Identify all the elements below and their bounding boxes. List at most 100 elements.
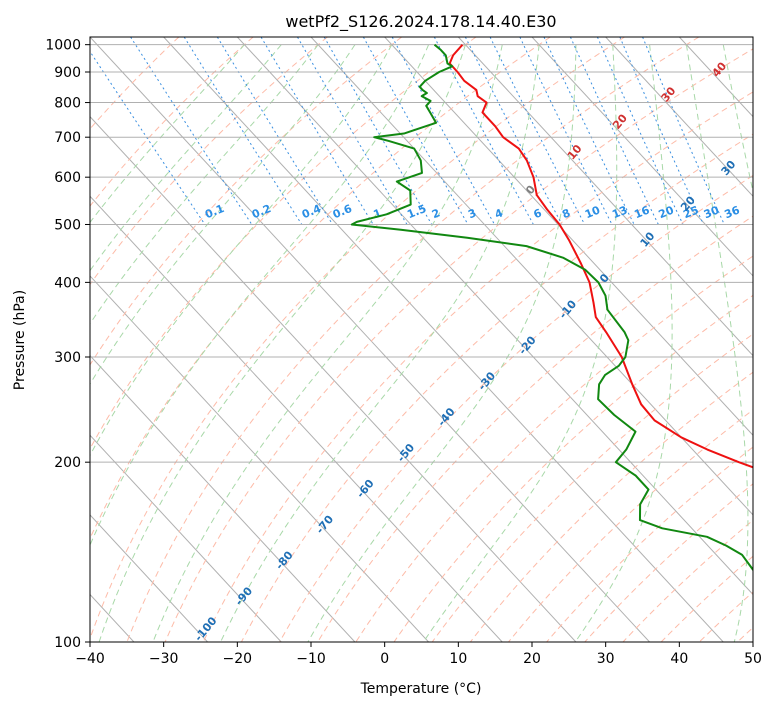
mixing-ratio-label: 20 — [657, 203, 676, 221]
isotherm-line — [90, 37, 650, 642]
isotherm-lines — [0, 37, 753, 642]
mixing-ratio-line — [130, 37, 253, 225]
dry-adiabat-label: -80 — [273, 548, 296, 572]
moist-adiabat-line — [90, 44, 393, 457]
dry-adiabat-line — [431, 333, 753, 642]
moist-adiabat-label: 10 — [565, 142, 585, 162]
mixing-ratio-line — [391, 37, 495, 225]
moist-adiabat-line — [574, 44, 673, 642]
mixing-ratio-line — [362, 37, 469, 225]
dry-adiabat-line — [279, 174, 753, 642]
mixing-ratio-label: 30 — [702, 203, 721, 221]
isotherm-line — [163, 37, 724, 642]
dry-adiabat-line — [90, 37, 254, 207]
mixing-ratio-label: 2 — [430, 206, 442, 221]
moist-adiabat-line — [722, 44, 753, 194]
plot-frame — [89, 36, 754, 643]
mixing-ratio-label: 0.1 — [203, 202, 226, 221]
dry-adiabat-line — [90, 37, 328, 286]
mixing-ratio-label: 1 — [371, 206, 383, 221]
y-tick-label: 100 — [54, 635, 81, 651]
dry-adiabat-lines — [90, 37, 753, 642]
dry-adiabat-label: -50 — [395, 441, 418, 465]
x-tick-label: 50 — [744, 651, 762, 667]
isotherm-line — [90, 354, 356, 642]
profile-series — [350, 43, 753, 572]
dry-adiabat-line — [90, 37, 403, 366]
mixing-ratio-label: 10 — [583, 203, 602, 221]
mixing-ratio-label: 0.6 — [331, 202, 354, 221]
mixing-ratio-line — [596, 37, 684, 225]
x-axis-title: Temperature (°C) — [360, 681, 482, 697]
dry-adiabat-line — [202, 91, 753, 642]
dry-adiabat-line — [90, 37, 625, 641]
dry-adiabat-line — [584, 483, 753, 642]
mixing-ratio-label: 36 — [723, 203, 742, 221]
moist-adiabat-label: 40 — [709, 59, 729, 79]
moist-adiabat-lines — [90, 44, 753, 642]
mixing-ratio-line — [464, 37, 563, 225]
moist-adiabat-line — [90, 44, 282, 272]
moist-adiabat-line — [685, 44, 749, 642]
mixing-ratio-label: 25 — [681, 203, 700, 221]
isotherm-line — [90, 115, 577, 642]
y-tick-label: 1000 — [45, 38, 81, 54]
moist-adiabat-line — [98, 44, 466, 642]
x-tick-label: 40 — [670, 651, 688, 667]
dewpoint-profile-line — [350, 43, 753, 572]
mixing-ratio-line — [183, 37, 303, 225]
isotherm-line — [90, 514, 208, 642]
x-tick-label: 0 — [380, 651, 389, 667]
x-tick-label: 20 — [523, 651, 541, 667]
mixing-ratio-label: 13 — [610, 203, 629, 221]
isotherm-line — [236, 37, 753, 596]
mixing-ratio-label: 3 — [466, 206, 478, 221]
isotherm-line — [0, 37, 60, 642]
isotherm-line — [90, 195, 503, 642]
moist-adiabat-label: 30 — [659, 84, 679, 104]
moist-adiabat-line — [152, 44, 503, 642]
mixing-ratio-line — [619, 37, 705, 225]
dry-adiabat-label: -10 — [557, 297, 580, 321]
dry-adiabat-line — [126, 37, 700, 642]
dry-adiabat-label: -40 — [435, 405, 458, 429]
x-tick-label: 30 — [597, 651, 615, 667]
dry-adiabat-line — [622, 519, 753, 642]
temperature-profile-line — [448, 44, 753, 469]
y-tick-label: 200 — [54, 455, 81, 471]
mixing-ratio-label: 8 — [560, 206, 572, 221]
x-tick-label: −30 — [149, 651, 179, 667]
dry-adiabat-line — [737, 626, 753, 642]
mixing-ratio-line — [297, 37, 408, 225]
x-tick-label: −40 — [75, 651, 105, 667]
mixing-ratio-label: 4 — [493, 206, 505, 221]
isotherm-line — [752, 37, 753, 38]
isotherm-line — [531, 37, 753, 277]
isotherm-line — [90, 275, 429, 642]
x-tick-label: −20 — [223, 651, 253, 667]
mixing-ratio-line — [569, 37, 659, 225]
y-tick-label: 300 — [54, 350, 81, 366]
dry-adiabat-line — [355, 255, 753, 642]
x-tick-label: −10 — [296, 651, 326, 667]
mixing-ratio-line — [260, 37, 374, 225]
dry-adiabat-label: -60 — [354, 477, 377, 501]
dry-adiabat-line — [240, 133, 753, 642]
mixing-ratio-label: 6 — [532, 206, 544, 221]
dry-adiabat-line — [90, 37, 477, 450]
mixing-ratio-label: 16 — [632, 203, 651, 221]
moist-adiabat-line — [90, 44, 319, 325]
mixing-ratio-line — [323, 37, 433, 225]
y-tick-label: 800 — [54, 96, 81, 112]
dry-adiabat-line — [317, 215, 753, 642]
mixing-ratio-label: 0.2 — [250, 202, 273, 221]
y-tick-label: 600 — [54, 170, 81, 186]
y-axis-title: Pressure (hPa) — [12, 290, 28, 390]
isotherm-line — [384, 37, 753, 436]
isotherm-line — [90, 434, 282, 642]
dry-adiabat-line — [546, 446, 753, 642]
isotherm-line — [605, 37, 753, 198]
pressure-gridlines — [90, 44, 753, 642]
